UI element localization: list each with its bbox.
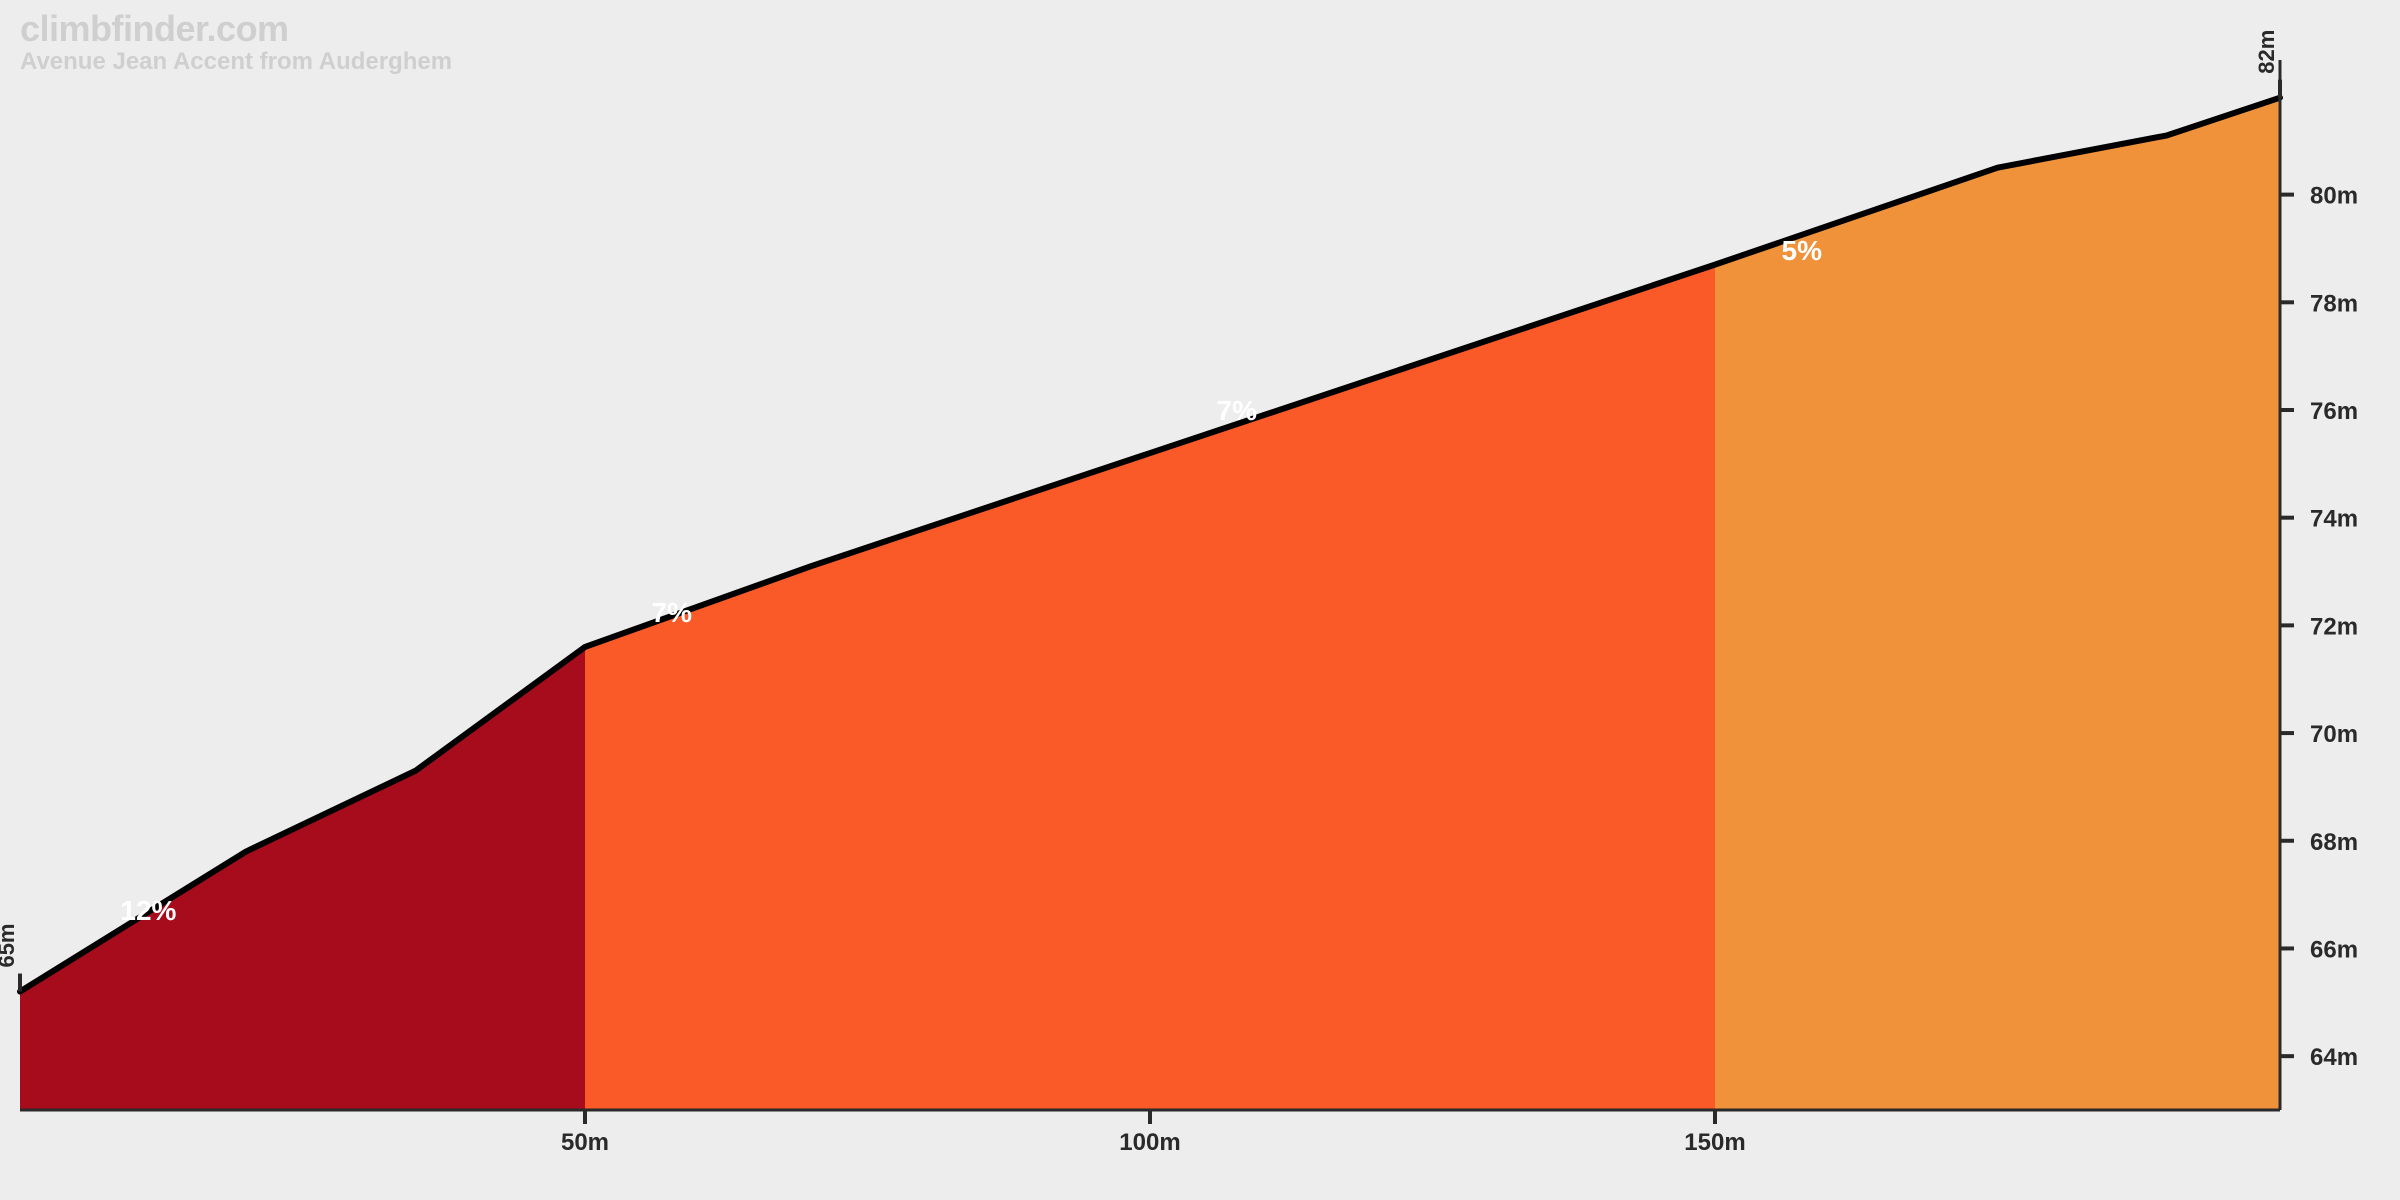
x-tick-label: 150m — [1684, 1129, 1745, 1156]
y-tick-label: 78m — [2310, 290, 2358, 317]
grade-label: 7% — [1217, 395, 1258, 426]
watermark-subtitle: Avenue Jean Accent from Auderghem — [20, 48, 452, 76]
x-tick-label: 50m — [561, 1129, 609, 1156]
x-tick-label: 100m — [1119, 1129, 1180, 1156]
y-tick-label: 66m — [2310, 936, 2358, 963]
end-elevation-label: 82m — [2254, 30, 2279, 74]
y-tick-label: 80m — [2310, 183, 2358, 210]
grade-label: 12% — [120, 895, 176, 926]
y-tick-label: 68m — [2310, 829, 2358, 856]
watermark-site: climbfinder.com — [20, 8, 452, 50]
grade-label: 5% — [1782, 235, 1823, 266]
watermark: climbfinder.com Avenue Jean Accent from … — [20, 8, 452, 76]
start-elevation-label: 65m — [0, 923, 19, 967]
y-tick-label: 72m — [2310, 613, 2358, 640]
y-tick-label: 76m — [2310, 398, 2358, 425]
elevation-chart: 50m 100m 150m 64m 66m 68m 70m 72m 74m 76m 78m 80m 12… — [0, 0, 2400, 1200]
y-tick-label: 74m — [2310, 506, 2358, 533]
y-tick-label: 70m — [2310, 721, 2358, 748]
grade-segment — [20, 647, 585, 1110]
grade-label: 7% — [652, 597, 693, 628]
grade-segment — [585, 453, 1150, 1110]
y-tick-label: 64m — [2310, 1044, 2358, 1071]
grade-segment — [1150, 265, 1715, 1110]
